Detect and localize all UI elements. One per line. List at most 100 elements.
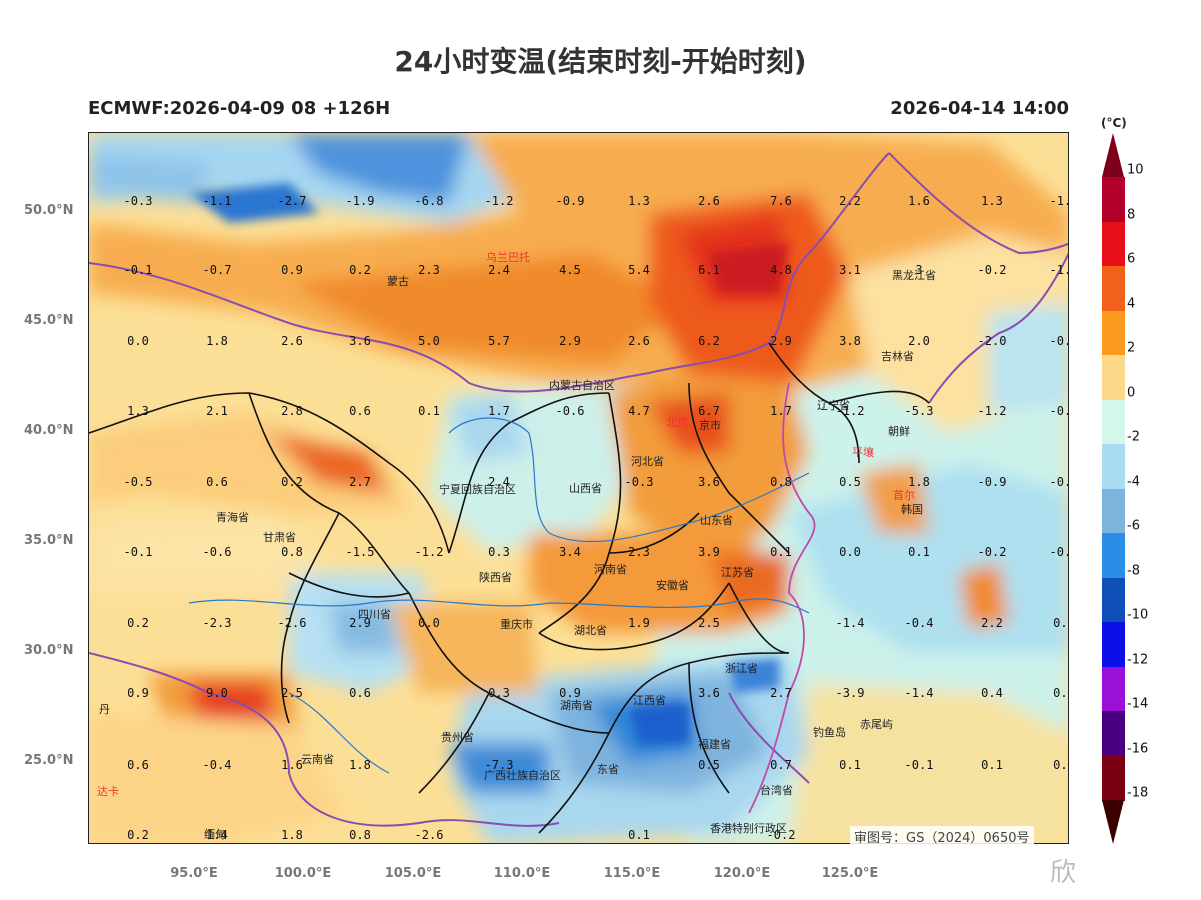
place-label: 四川省 [358,608,391,621]
grid-value: 2.6 [281,334,303,348]
place-label: 江苏省 [721,566,754,579]
grid-value: -5.3 [905,404,934,418]
colorbar-segment [1102,622,1125,667]
grid-value: 0.2 [281,475,303,489]
grid-value: 0.7 [770,758,792,772]
place-label: 安徽省 [656,578,689,592]
grid-value: 2.4 [488,475,510,489]
grid-value: -0.9 [556,194,585,208]
grid-value: -1.1 [203,194,232,208]
grid-value: -2.7 [278,194,307,208]
colorbar-unit: (°C) [1101,116,1127,130]
place-label: 河北省 [631,455,664,468]
grid-value: 5.0 [418,334,440,348]
colorbar-segment [1102,711,1125,756]
grid-value: -0.5 [124,475,153,489]
place-label: 东省 [597,763,619,776]
grid-value: 3 [915,263,922,277]
grid-value: 7.6 [770,194,792,208]
value-grid: -0.3 -1.1 -2.7 -1.9 -6.8 -1.2 -0.9 1.3 2.6 7.6 2.2… [124,194,1069,842]
grid-value: 1.3 [127,404,149,418]
grid-value: -2.0 [978,334,1007,348]
colorbar-segment [1102,266,1125,311]
grid-value: -0.4 [905,616,934,630]
grid-value: 4.7 [628,404,650,418]
valid-time-label: 2026-04-14 14:00 [890,98,1069,119]
x-axis-tick-label: 125.0°E [821,866,879,881]
grid-value: 2.3 [418,263,440,277]
place-label: 平壤 [852,445,874,459]
colorbar-tick-label: -18 [1127,785,1149,801]
place-label: 缅甸 [204,827,226,841]
place-label: 山西省 [569,482,602,495]
colorbar-tick-label: 0 [1127,385,1136,400]
grid-value: 0.1 [908,545,930,559]
grid-value: 3.1 [839,263,861,277]
grid-value: -0.4 [203,758,232,772]
grid-value: 0.2 [349,263,371,277]
grid-value: 2.2 [981,616,1003,630]
place-label: 朝鲜 [888,424,910,438]
place-label: 京市 [699,418,721,432]
place-label: 台湾省 [760,783,793,797]
place-label: 福建省 [698,737,731,751]
grid-value: -1.2 [978,404,1007,418]
border-southwest [89,652,560,827]
x-axis-tick-label: 100.0°E [274,866,332,881]
grid-value: 0.9 [281,263,303,277]
colorbar-tick-label: 10 [1127,162,1144,178]
grid-value: 2.0 [908,334,930,348]
colorbar-segment [1102,444,1125,489]
grid-value: 0.1 [770,545,792,559]
grid-value: -1.9 [1050,263,1069,277]
place-label: 北京 [666,415,688,429]
grid-value: 2.4 [488,263,510,277]
x-axis-tick-label: 115.0°E [603,866,661,881]
colorbar-segment [1102,488,1125,534]
place-label: 江西省 [633,694,666,707]
border-northeast [928,252,1068,404]
grid-value: -2.6 [415,828,444,842]
grid-value: -0.2 [978,263,1007,277]
place-label: 赤尾屿 [860,718,893,731]
place-label: 香港特别行政区 [710,821,787,835]
colorbar-tick-label: -14 [1127,696,1149,712]
grid-value: 6.7 [698,404,720,418]
y-axis-tick-label: 45.0°N [24,313,74,328]
colorbar [1102,177,1125,801]
grid-value: 2.5 [281,686,303,700]
grid-value: 2.9 [349,616,371,630]
grid-value: 1.4 [206,828,228,842]
grid-value: 6.1 [698,263,720,277]
colorbar-tick-label: -10 [1127,607,1149,623]
place-label: 青海省 [216,510,249,524]
x-axis-tick-label: 95.0°E [170,866,218,881]
grid-value: -1.3 [1050,194,1069,208]
grid-value: 0.8 [770,475,792,489]
grid-value: 0.8 [349,828,371,842]
grid-value: 0.9 [127,686,149,700]
place-label: 湖北省 [574,624,607,637]
place-label: 贵州省 [441,731,474,744]
grid-value: -1.5 [346,545,375,559]
coast-fujian [728,692,810,784]
place-label: 丹 [99,703,110,716]
grid-value: 0.1 [628,828,650,842]
place-label: 韩国 [901,502,923,516]
grid-value: -1.4 [836,616,865,630]
place-label: 河南省 [594,563,627,576]
coastline [748,382,816,814]
grid-value: -0.3 [625,475,654,489]
grid-value: 2.6 [628,334,650,348]
grid-value: -1.4 [905,686,934,700]
colorbar-segment [1102,755,1125,801]
grid-value: 3.6 [698,686,720,700]
grid-value: 2.6 [698,194,720,208]
x-axis-tick-label: 110.0°E [493,866,551,881]
place-label: 浙江省 [725,662,758,675]
grid-value: 0.2 [127,828,149,842]
weibo-watermark: 欣 [1050,858,1079,888]
place-label: 湖南省 [560,699,593,712]
grid-value: 2.2 [839,194,861,208]
